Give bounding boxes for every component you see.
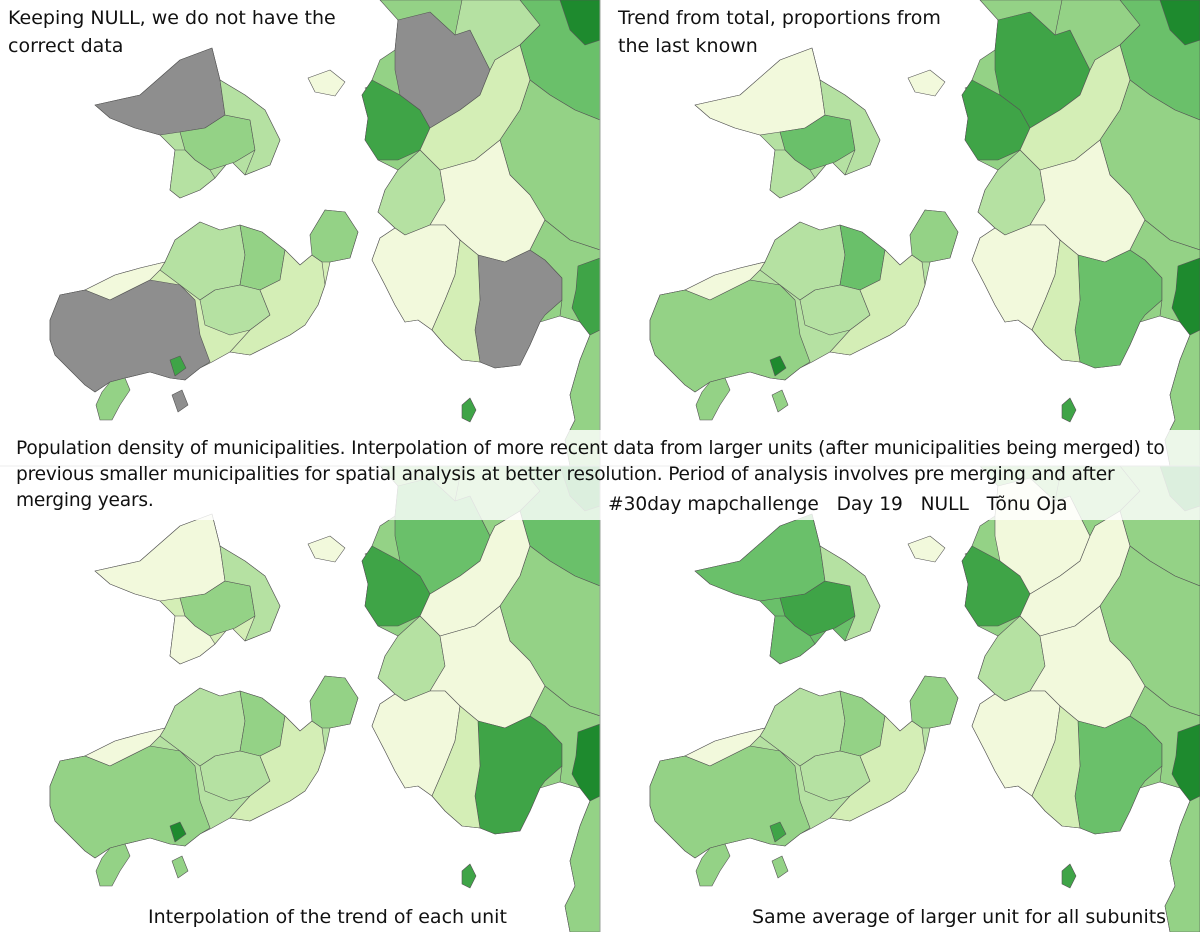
map-panel-same-average — [600, 466, 1200, 932]
municipality-eastArm — [309, 675, 359, 729]
municipality-grayWest — [49, 745, 211, 859]
panel-caption-same-average: Same average of larger unit for all subu… — [752, 906, 1167, 928]
municipality-mlDarkEdge — [1171, 723, 1200, 802]
municipality-dot1 — [169, 355, 187, 377]
municipality-swTail — [695, 843, 731, 887]
municipality-northSouth — [769, 149, 816, 199]
panel-caption-trend-each: Interpolation of the trend of each unit — [148, 906, 507, 928]
map-panel-trend-total — [600, 0, 1200, 466]
municipality-swTail — [95, 843, 131, 887]
municipality-northEast — [819, 545, 881, 642]
municipality-northEast — [819, 79, 881, 176]
municipality-dot2 — [171, 855, 189, 879]
municipality-eastArm — [309, 209, 359, 263]
municipality-islet1 — [307, 535, 346, 563]
municipality-northSouth — [769, 615, 816, 665]
municipality-mlDarkEdge — [1171, 257, 1200, 336]
municipality-mlDarkNorth — [559, 0, 600, 46]
municipality-dot1 — [769, 821, 787, 843]
municipality-dot1 — [169, 821, 187, 843]
municipality-mlDarkEdge — [571, 723, 600, 802]
municipality-grayWest — [649, 745, 811, 859]
municipality-northSouth — [169, 615, 216, 665]
municipality-dot2 — [171, 389, 189, 413]
municipality-mlSouthMid — [431, 239, 481, 363]
municipality-dot1 — [769, 355, 787, 377]
municipality-grayWest — [49, 279, 211, 393]
map-description: Population density of municipalities. In… — [16, 438, 1165, 511]
municipality-islet1 — [907, 535, 946, 563]
municipality-mlSouthMid — [1031, 239, 1081, 363]
municipality-mlDarkNorth — [1159, 0, 1200, 46]
municipality-eastArm — [909, 209, 959, 263]
municipality-islet1 — [307, 69, 346, 97]
municipality-eastArm — [909, 675, 959, 729]
municipality-islet1 — [907, 69, 946, 97]
municipality-northEast — [219, 545, 281, 642]
municipality-dot2 — [771, 855, 789, 879]
municipality-mlSouthMid — [431, 705, 481, 829]
credit-line: #30day mapchallenge Day 19 NULL Tõnu Oja — [608, 494, 1068, 515]
municipality-grayWest — [649, 279, 811, 393]
map-panel-null — [0, 0, 600, 466]
caption-band — [0, 430, 1200, 520]
map-panel-trend-each — [0, 466, 600, 932]
municipality-dot2 — [771, 389, 789, 413]
panel-title-trend-total: Trend from total, proportions from the l… — [618, 7, 941, 57]
municipality-tinyIsle — [1061, 863, 1077, 889]
municipality-northSouth — [169, 149, 216, 199]
municipality-tinyIsle — [1061, 397, 1077, 423]
municipality-swTail — [95, 377, 131, 421]
municipality-mlSouthMid — [1031, 705, 1081, 829]
municipality-swTail — [695, 377, 731, 421]
municipality-tinyIsle — [461, 863, 477, 889]
municipality-northEast — [219, 79, 281, 176]
panel-title-null: Keeping NULL, we do not have the correct… — [8, 7, 336, 57]
municipality-mlDarkEdge — [571, 257, 600, 336]
municipality-tinyIsle — [461, 397, 477, 423]
